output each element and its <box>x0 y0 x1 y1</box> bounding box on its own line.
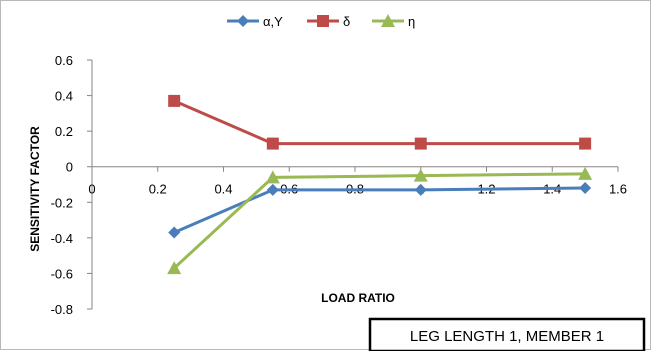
data-point <box>168 227 180 239</box>
data-point <box>415 138 427 150</box>
x-tick-label: 0 <box>88 182 95 197</box>
legend-swatch-marker <box>317 15 329 27</box>
series-line <box>174 101 585 144</box>
annotation-box: LEG LENGTH 1, MEMBER 1 <box>370 319 644 351</box>
y-tick-label: 0.2 <box>55 124 73 139</box>
legend-swatch-marker <box>237 15 249 27</box>
legend-label: α,Y <box>263 14 283 29</box>
legend-item: δ <box>307 14 350 29</box>
y-tick-label: 0.6 <box>55 53 73 68</box>
data-point <box>267 184 279 196</box>
data-point <box>579 138 591 150</box>
legend-label: η <box>408 14 415 29</box>
y-tick-label: 0 <box>66 160 73 175</box>
legend-item: η <box>372 14 415 29</box>
y-tick-label: 0.4 <box>55 89 73 104</box>
x-axis-title: LOAD RATIO <box>321 291 395 305</box>
data-point <box>267 138 279 150</box>
data-point <box>168 95 180 107</box>
x-tick-label: 0.4 <box>214 182 232 197</box>
x-tick-label: 0.2 <box>149 182 167 197</box>
legend: α,Y δ η <box>227 14 415 29</box>
y-axis-title: SENSITIVITY FACTOR <box>28 126 42 252</box>
y-tick-label: -0.4 <box>51 231 73 246</box>
y-tick-label: -0.2 <box>51 195 73 210</box>
y-tick-label: -0.8 <box>51 302 73 317</box>
y-tick-labels: 0.6 0.4 0.2 0 -0.2 -0.4 -0.6 -0.8 <box>51 53 92 317</box>
legend-item: α,Y <box>227 14 283 29</box>
legend-label: δ <box>343 14 350 29</box>
data-point <box>579 182 591 194</box>
y-tick-label: -0.6 <box>51 266 73 281</box>
series-2 <box>168 95 591 150</box>
annotation-text: LEG LENGTH 1, MEMBER 1 <box>410 328 604 345</box>
x-tick-labels: 00.20.40.60.811.21.41.6 <box>88 167 627 197</box>
x-tick-label: 1.6 <box>609 182 627 197</box>
